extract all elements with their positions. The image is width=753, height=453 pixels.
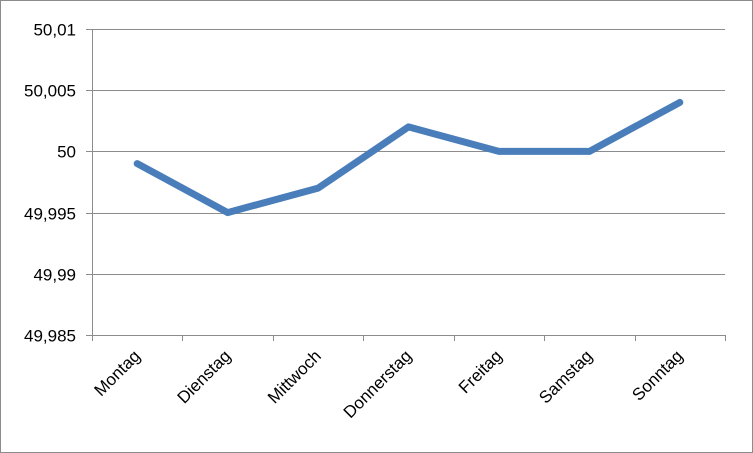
y-tick-label: 50,01 bbox=[33, 21, 76, 40]
x-tick-label: Dienstag bbox=[174, 346, 235, 407]
y-tick-label: 50,005 bbox=[24, 82, 76, 101]
y-tick-label: 50 bbox=[57, 143, 76, 162]
axis-layer bbox=[86, 29, 726, 341]
y-tick-label: 49,995 bbox=[24, 205, 76, 224]
x-tick-label: Mittwoch bbox=[264, 346, 325, 407]
x-tick-label: Sonntag bbox=[628, 346, 686, 404]
x-tick-label: Montag bbox=[91, 346, 145, 400]
x-tick-labels: Montag Dienstag Mittwoch Donnerstag Freitag S… bbox=[91, 346, 687, 422]
x-tick-label: Samstag bbox=[535, 346, 596, 407]
y-tick-label: 49,99 bbox=[33, 266, 76, 285]
x-tick-label: Donnerstag bbox=[340, 346, 416, 422]
y-tick-labels: 49,985 49,99 49,995 50 50,005 50,01 bbox=[24, 21, 76, 346]
series-layer bbox=[133, 98, 684, 217]
y-tick-label: 49,985 bbox=[24, 327, 76, 346]
x-tick-label: Freitag bbox=[455, 346, 506, 397]
series-line bbox=[133, 98, 684, 217]
grid-layer bbox=[92, 29, 725, 275]
